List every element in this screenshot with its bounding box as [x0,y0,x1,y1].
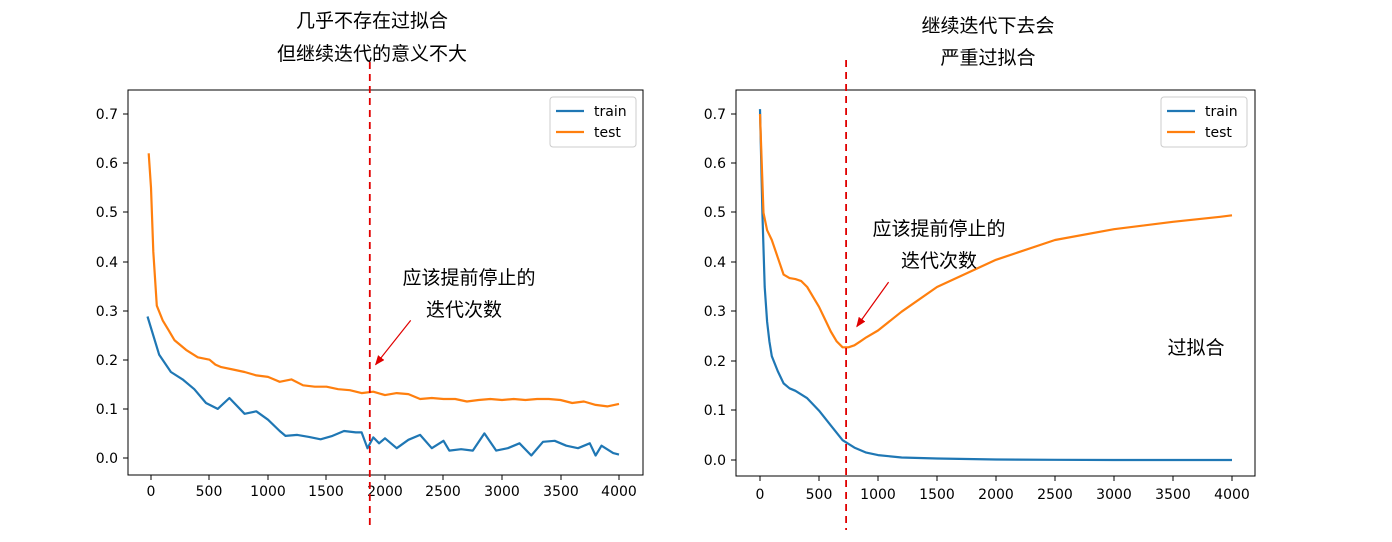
left-annotation-line-1: 应该提前停止的 [402,267,535,289]
left-ytick-label: 0.3 [96,304,118,320]
right-stop-arrow [856,281,890,328]
left-ytick-label: 0.6 [96,156,118,172]
right-ytick-label: 0.3 [704,304,726,320]
left-xtick-label: 500 [196,484,223,500]
right-xtick-label: 2000 [978,487,1014,503]
right-y-axis: 0.0 0.1 0.2 0.3 0.4 0.5 0.6 0.7 [704,107,736,469]
right-xtick-label: 500 [806,487,833,503]
left-y-axis: 0.0 0.1 0.2 0.3 0.4 0.5 0.6 0.7 [96,107,128,467]
left-test-line [147,153,620,408]
left-ytick-label: 0.5 [96,205,118,221]
right-chart: 继续迭代下去会 严重过拟合 0.0 0.1 0.2 0.3 0.4 0.5 0.… [704,15,1256,530]
left-ytick-label: 0.1 [96,402,118,418]
right-ytick-label: 0.0 [704,453,726,469]
right-ytick-label: 0.5 [704,205,726,221]
left-ytick-label: 0.4 [96,255,118,271]
right-legend: train test [1160,96,1248,148]
left-legend-test-label: test [594,125,621,141]
right-legend-box [1160,96,1248,148]
left-x-axis: 0 500 1000 1500 2000 2500 3000 3500 4000 [147,475,637,500]
left-annotation-line-2: 迭代次数 [426,299,502,321]
left-title-line-1: 几乎不存在过拟合 [296,10,448,32]
right-xtick-label: 0 [756,487,765,503]
left-legend: train test [549,96,637,148]
left-legend-train-label: train [594,104,627,120]
left-xtick-label: 4000 [601,484,637,500]
right-ytick-label: 0.6 [704,156,726,172]
left-chart: 几乎不存在过拟合 但继续迭代的意义不大 0.0 0.1 0.2 0.3 0.4 … [96,10,644,526]
left-xtick-label: 0 [147,484,156,500]
right-test-line [758,113,1233,349]
right-train-line [758,109,1232,462]
left-legend-box [549,96,637,148]
right-xtick-label: 1000 [860,487,896,503]
right-xtick-label: 4000 [1214,487,1250,503]
left-xtick-label: 3000 [484,484,520,500]
right-legend-test-label: test [1205,125,1232,141]
left-xtick-label: 1500 [308,484,344,500]
right-title-line-2: 严重过拟合 [940,47,1035,69]
left-title-line-2: 但继续迭代的意义不大 [277,43,467,65]
right-annotation-line-1: 应该提前停止的 [872,218,1005,240]
right-overfit-label: 过拟合 [1167,337,1224,359]
right-ytick-label: 0.4 [704,255,726,271]
right-xtick-label: 1500 [919,487,955,503]
left-xtick-label: 2000 [367,484,403,500]
left-stop-arrow [374,320,412,366]
right-annotation-line-2: 迭代次数 [901,250,977,272]
right-title-line-1: 继续迭代下去会 [921,15,1054,37]
left-plot-frame [127,89,644,476]
right-ytick-label: 0.2 [704,354,726,370]
left-ytick-label: 0.7 [96,107,118,123]
left-ytick-label: 0.2 [96,353,118,369]
right-xtick-label: 3500 [1155,487,1191,503]
left-xtick-label: 2500 [425,484,461,500]
left-train-line [146,316,620,457]
right-legend-train-label: train [1205,104,1238,120]
right-ytick-label: 0.1 [704,403,726,419]
right-plot-frame [735,89,1256,477]
left-xtick-label: 3500 [543,484,579,500]
right-xtick-label: 2500 [1037,487,1073,503]
left-ytick-label: 0.0 [96,451,118,467]
right-ytick-label: 0.7 [704,107,726,123]
left-xtick-label: 1000 [250,484,286,500]
right-xtick-label: 3000 [1096,487,1132,503]
right-x-axis: 0 500 1000 1500 2000 2500 3000 3500 4000 [756,476,1250,503]
